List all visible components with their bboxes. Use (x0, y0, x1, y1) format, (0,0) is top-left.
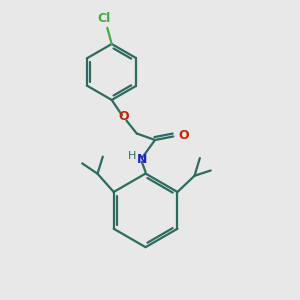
Text: O: O (178, 129, 189, 142)
Text: O: O (118, 110, 129, 123)
Text: H: H (128, 151, 136, 161)
Text: Cl: Cl (98, 12, 111, 25)
Text: N: N (137, 153, 148, 166)
